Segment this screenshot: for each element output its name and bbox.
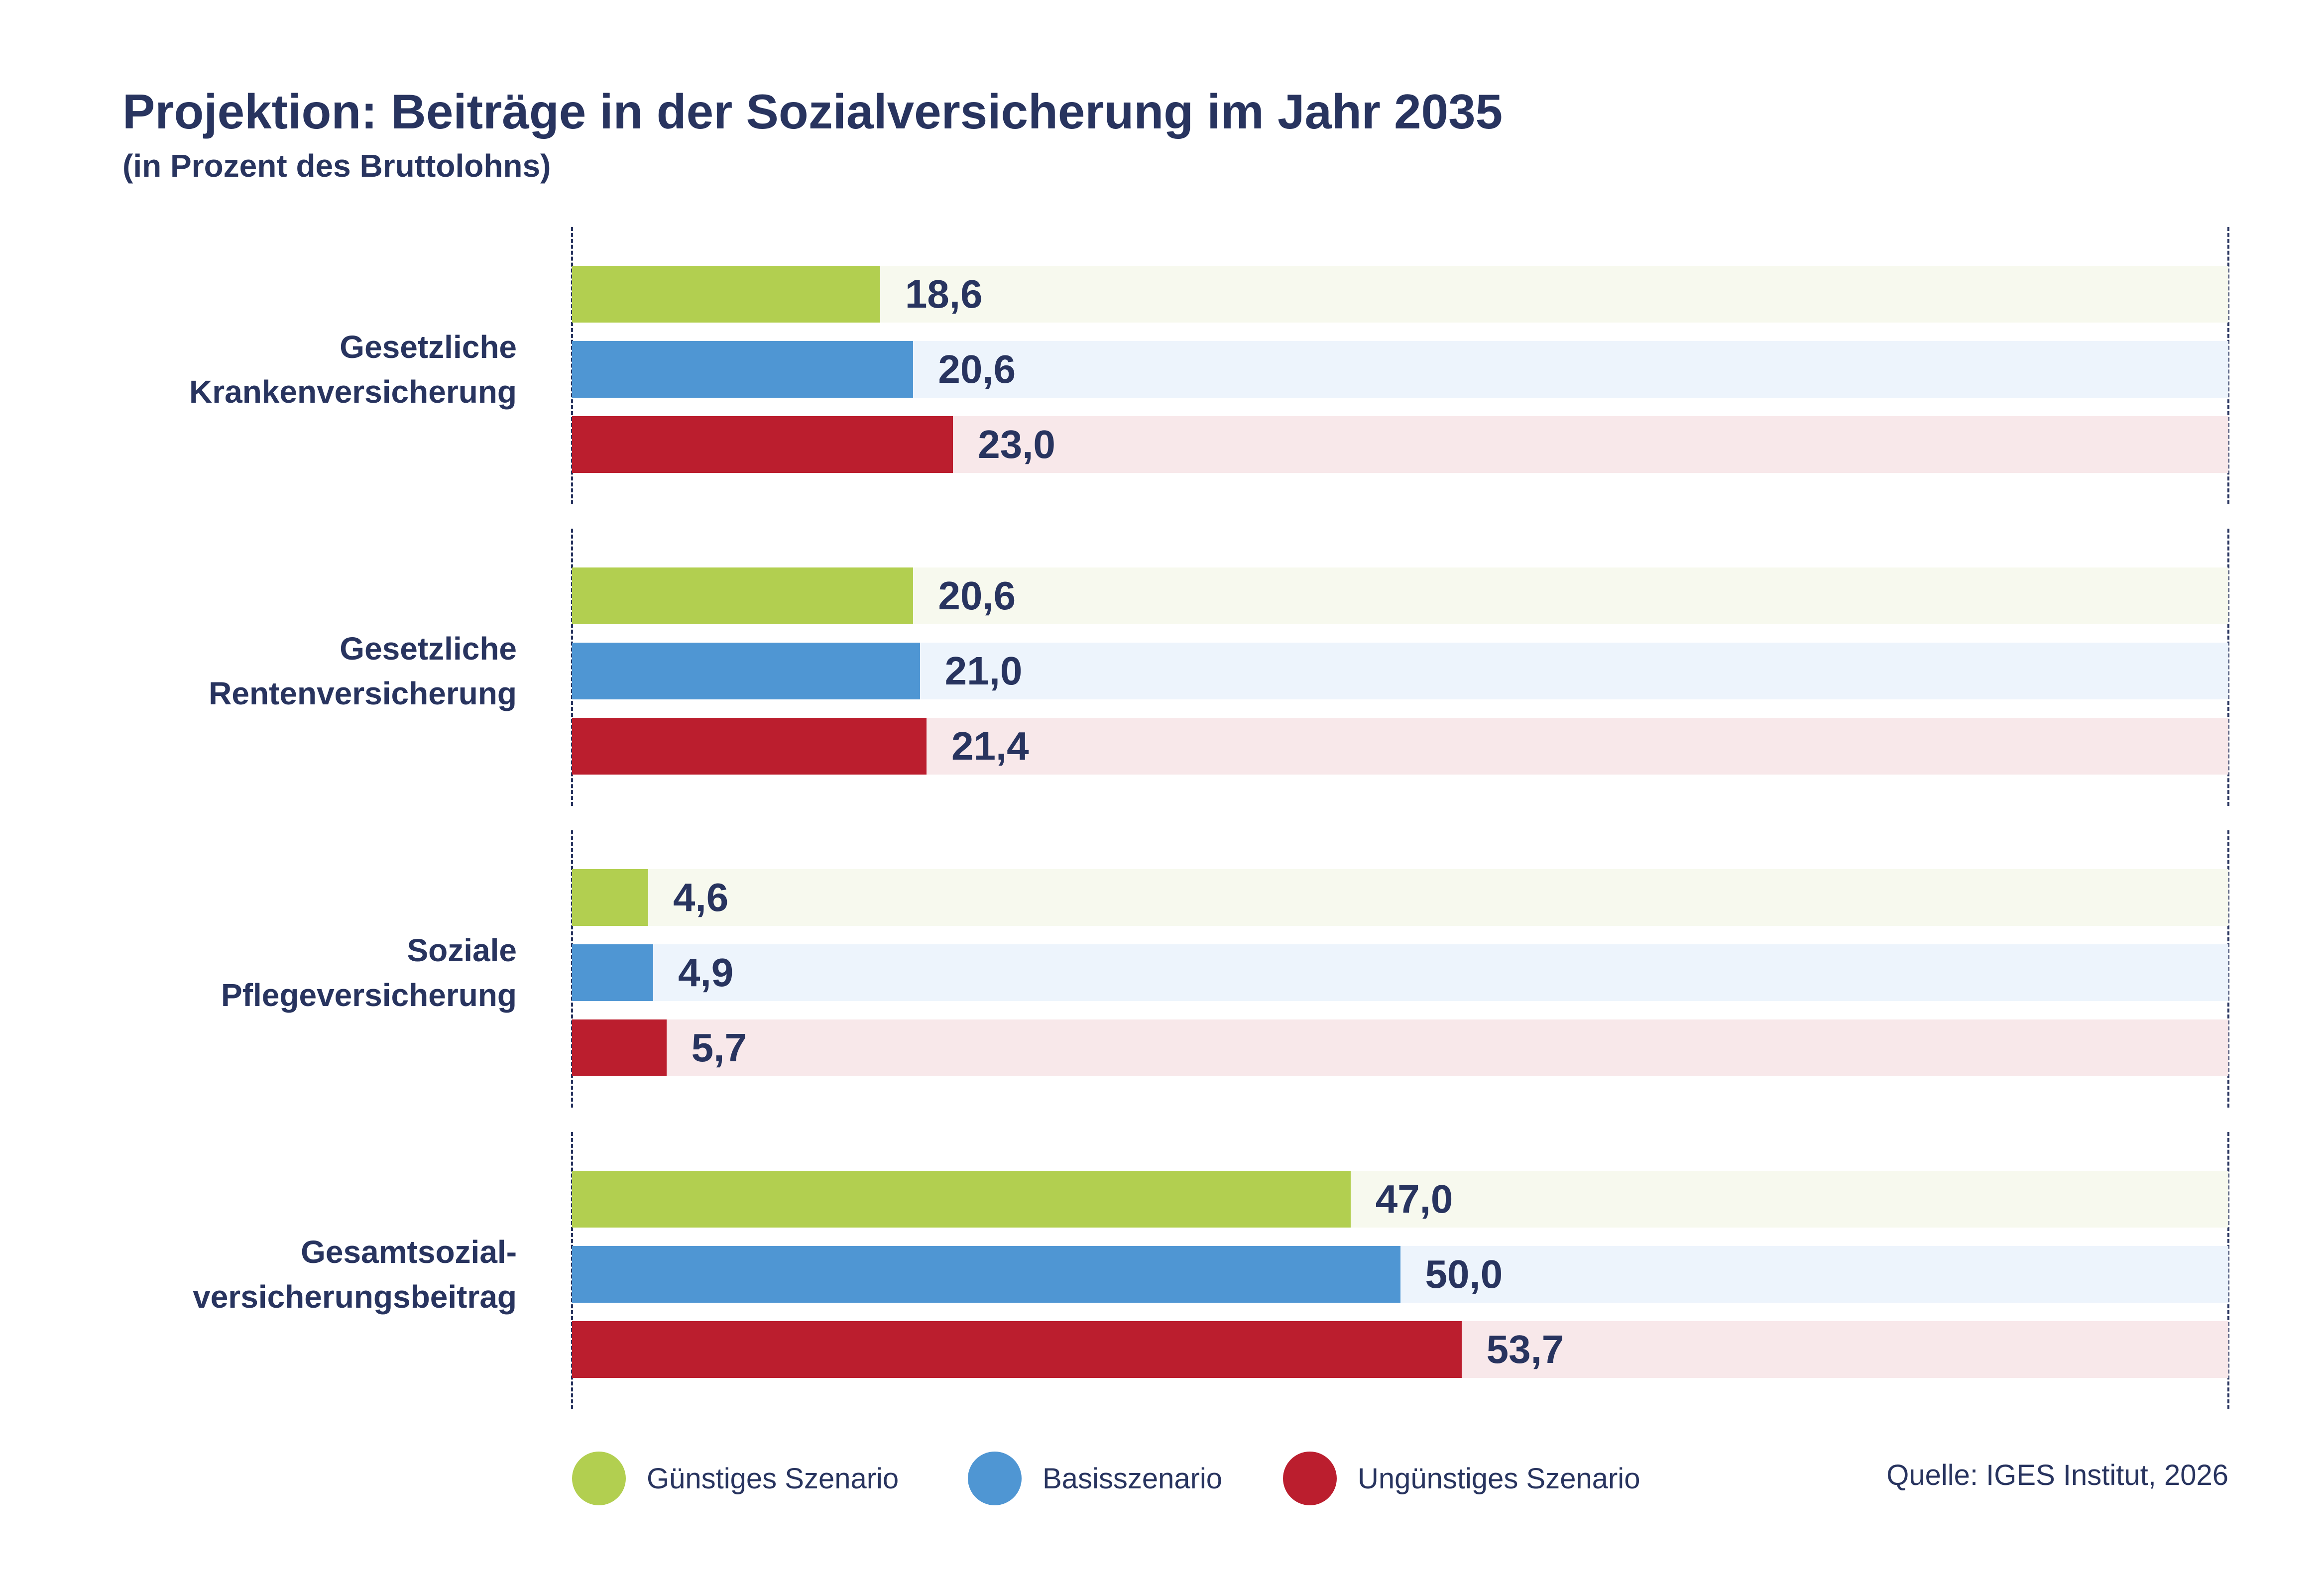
- bar-track: [572, 869, 2228, 926]
- bar: [572, 1246, 1400, 1303]
- axis-line-right: [2227, 529, 2229, 806]
- legend-item: Günstiges Szenario: [572, 1452, 899, 1505]
- legend-label: Günstiges Szenario: [647, 1462, 899, 1495]
- axis-line-right: [2227, 1132, 2229, 1409]
- category-label-line: versicherungsbeitrag: [193, 1279, 517, 1315]
- bar: [572, 341, 914, 398]
- data-label: 5,7: [691, 1025, 747, 1070]
- bar: [572, 416, 953, 473]
- category-label-line: Gesetzliche: [340, 631, 517, 667]
- data-label: 20,6: [938, 347, 1016, 391]
- legend-item: Basisszenario: [968, 1452, 1222, 1505]
- bar: [572, 643, 920, 699]
- bar: [572, 944, 654, 1001]
- data-label: 4,9: [678, 950, 734, 995]
- data-label: 21,4: [951, 724, 1029, 768]
- bar: [572, 1019, 667, 1076]
- category-label-line: Gesetzliche: [340, 329, 517, 365]
- data-label: 21,0: [944, 649, 1023, 693]
- category-label: Gesetzliche Krankenversicherung: [19, 325, 517, 414]
- data-label: 20,6: [938, 573, 1016, 618]
- data-label: 47,0: [1375, 1177, 1453, 1221]
- category-label: Soziale Pflegeversicherung: [19, 928, 517, 1017]
- axis-line-right: [2227, 227, 2229, 504]
- bar-track: [572, 944, 2228, 1001]
- legend-label: Ungünstiges Szenario: [1358, 1462, 1640, 1495]
- category-label: Gesetzliche Rentenversicherung: [19, 626, 517, 716]
- category-label-line: Pflegeversicherung: [221, 977, 517, 1013]
- category-label-line: Rentenversicherung: [209, 676, 517, 711]
- bar: [572, 266, 880, 323]
- category-label: Gesamtsozial-versicherungsbeitrag: [19, 1230, 517, 1319]
- bar-track: [572, 1019, 2228, 1076]
- legend-label: Basisszenario: [1043, 1462, 1223, 1495]
- data-label: 50,0: [1425, 1252, 1503, 1296]
- legend-swatch: [572, 1452, 626, 1505]
- source-note: Quelle: IGES Institut, 2026: [1886, 1459, 2228, 1491]
- bar: [572, 718, 927, 775]
- data-label: 23,0: [978, 422, 1055, 466]
- legend-item: Ungünstiges Szenario: [1283, 1452, 1640, 1505]
- category-label-line: Soziale: [407, 932, 517, 968]
- bar: [572, 567, 914, 624]
- legend-swatch: [968, 1452, 1022, 1505]
- bar: [572, 1171, 1351, 1228]
- data-label: 4,6: [673, 875, 729, 919]
- chart-subtitle: (in Prozent des Bruttolohns): [122, 148, 551, 184]
- data-label: 53,7: [1486, 1327, 1564, 1371]
- data-label: 18,6: [905, 272, 983, 316]
- bar: [572, 869, 649, 926]
- category-label-line: Krankenversicherung: [189, 374, 517, 410]
- chart-title: Projektion: Beiträge in der Sozialversic…: [122, 84, 1503, 139]
- category-label-line: Gesamtsozial-: [301, 1234, 517, 1270]
- bar: [572, 1321, 1462, 1378]
- legend-swatch: [1283, 1452, 1337, 1505]
- axis-line-right: [2227, 830, 2229, 1108]
